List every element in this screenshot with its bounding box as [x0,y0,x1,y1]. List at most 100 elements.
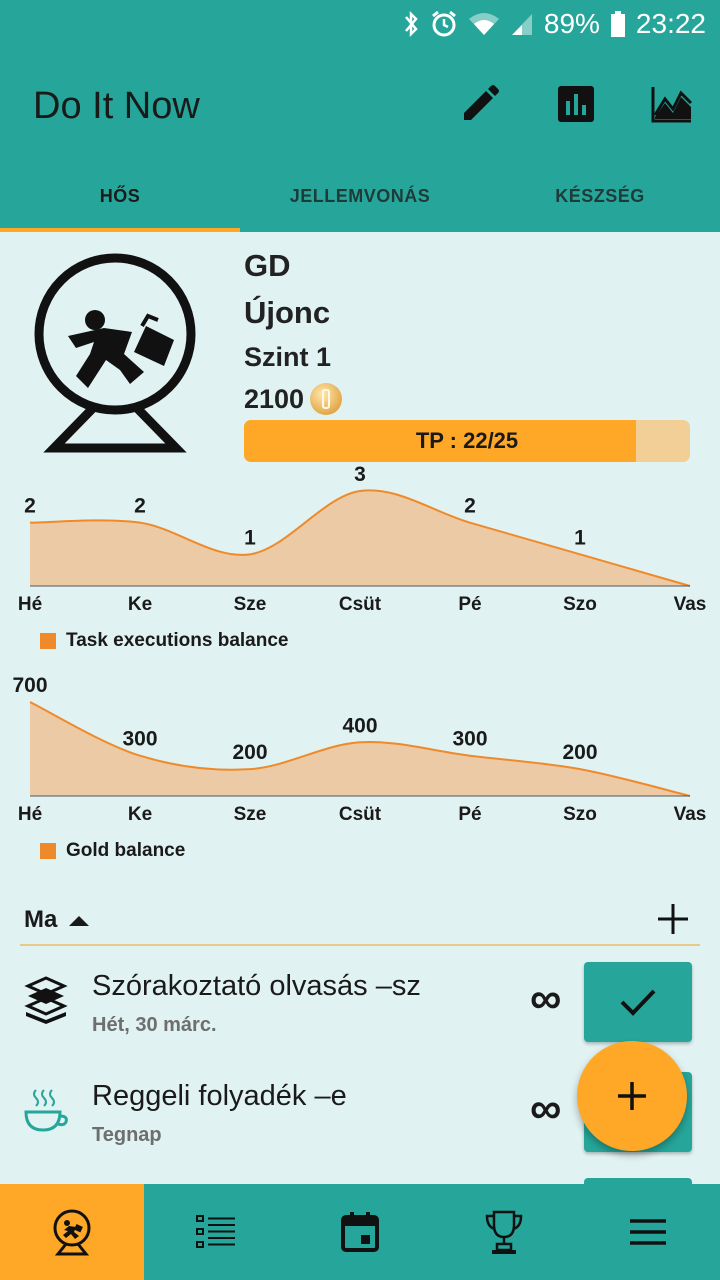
hero-icon [53,1209,91,1256]
edit-button[interactable] [456,80,504,128]
section-sort-toggle[interactable]: Ma [24,906,90,934]
hero-level: Szint 1 [244,342,332,372]
chart-area [30,702,690,796]
chart-data-label: 2 [24,495,36,518]
calendar-icon [341,1212,379,1252]
chart-area [30,490,690,586]
coffee-cup-icon [24,1089,68,1132]
repeat-infinity-icon: ∞ [530,974,562,1023]
chart-data-label: 300 [452,728,487,751]
chart-tick-label: Ke [128,594,152,615]
legend-label: Task executions balance [66,630,289,651]
nav-calendar[interactable] [288,1184,432,1280]
app-bar: Do It Now [0,52,720,160]
hero-rank: Újonc [244,295,331,330]
tp-progress-fill [244,420,637,462]
task-executions-chart: 2 Hé 2 Ke 1 Sze 3 Csüt 2 Pé 1 Szo Vas [0,466,720,616]
chart-tick-label: Csüt [339,594,382,615]
legend-swatch [40,633,56,649]
tp-label: TP : 22/25 [415,428,519,453]
chart-tick-label: Sze [234,594,267,615]
trophy-icon [485,1210,523,1254]
chart-data-label: 1 [574,526,586,549]
complete-task-button[interactable] [584,962,692,1042]
repeat-infinity-icon: ∞ [530,1084,562,1133]
task-date: Tegnap [92,1124,162,1146]
tab-characteristics[interactable]: JELLEMVONÁS [289,185,431,206]
alarm-icon [431,10,456,37]
task-check-partial [584,1178,692,1184]
line-chart-icon [651,87,693,123]
chart-data-label: 1 [244,526,256,549]
app-title: Do It Now [33,85,200,127]
tab-bar: HŐS JELLEMVONÁS KÉSZSÉG [0,160,720,232]
task-executions-legend: Task executions balance [40,630,288,652]
task-title: Reggeli folyadék –e [92,1080,347,1112]
books-icon [24,976,68,1024]
statistics-button[interactable] [552,80,600,128]
chart-series-line [29,701,691,797]
bottom-navigation [0,1184,720,1280]
gold-balance-chart-svg: 700 Hé 300 Ke 200 Sze 400 Csüt 300 Pé 200 Szo Vas [12,674,707,825]
chart-tick-label: Vas [674,804,707,825]
chart-data-label: 2 [464,495,476,518]
nav-achievements[interactable] [432,1184,576,1280]
coin-icon [310,383,343,415]
tab-skills[interactable]: KÉSZSÉG [555,185,645,206]
menu-icon [630,1219,666,1245]
edit-icon [464,85,499,120]
tab-hero[interactable]: HŐS [0,160,240,232]
section-title: Ma [24,906,58,933]
task-list-icon [196,1215,235,1248]
task-executions-chart-svg: 2 Hé 2 Ke 1 Sze 3 Csüt 2 Pé 1 Szo Vas [18,466,707,615]
tasks-section-header: Ma [20,896,700,946]
sort-up-icon [69,916,90,926]
add-task-fab[interactable] [577,1041,687,1151]
legend-label: Gold balance [66,840,186,861]
chart-tick-label: Sze [234,804,267,825]
hero-name: GD [244,248,291,283]
progress-chart-button[interactable] [648,80,696,128]
gold-amount: 2100 [244,384,305,414]
legend-swatch [40,843,56,859]
chart-data-label: 200 [562,741,597,764]
chart-data-label: 300 [122,728,157,751]
signal-icon [511,14,532,35]
bar-chart-icon [558,86,594,122]
battery-percent: 89% [543,8,600,39]
plus-icon [618,1082,646,1110]
task-date: Hét, 30 márc. [92,1014,217,1036]
status-bar: 89% 23:22 [0,0,720,52]
hamster-wheel-runner-icon [34,253,196,453]
chart-tick-label: Hé [18,804,42,825]
chart-tick-label: Vas [674,594,707,615]
checkmark-icon [620,989,656,1016]
chart-tick-label: Szo [563,594,597,615]
chart-data-label: 3 [354,466,366,486]
chart-tick-label: Szo [563,804,597,825]
task-title: Szórakoztató olvasás –sz [92,970,421,1002]
add-icon[interactable] [656,902,690,936]
gold-balance-legend: Gold balance [40,840,185,862]
chart-tick-label: Ke [128,804,152,825]
hero-info: GD Újonc Szint 1 2100 [244,248,343,415]
chart-data-label: 2 [134,495,146,518]
chart-tick-label: Hé [18,594,42,615]
nav-menu[interactable] [576,1184,720,1280]
tp-progress-bar: TP : 22/25 [244,420,690,462]
chart-tick-label: Pé [458,594,481,615]
chart-tick-label: Pé [458,804,481,825]
chart-data-label: 700 [12,674,47,697]
bluetooth-icon [404,10,418,38]
clock: 23:22 [635,8,706,39]
hero-avatar[interactable] [28,250,203,455]
chart-tick-label: Csüt [339,804,382,825]
chart-series-line [29,489,691,587]
nav-hero[interactable] [0,1184,144,1280]
battery-icon [610,11,625,37]
nav-tasks[interactable] [144,1184,288,1280]
chart-data-label: 400 [342,714,377,737]
task-item[interactable]: Szórakoztató olvasás –sz Hét, 30 márc. ∞ [0,962,720,1072]
hero-gold: 2100 [244,383,343,415]
gold-balance-chart: 700 Hé 300 Ke 200 Sze 400 Csüt 300 Pé 200 Szo Vas [0,674,720,826]
